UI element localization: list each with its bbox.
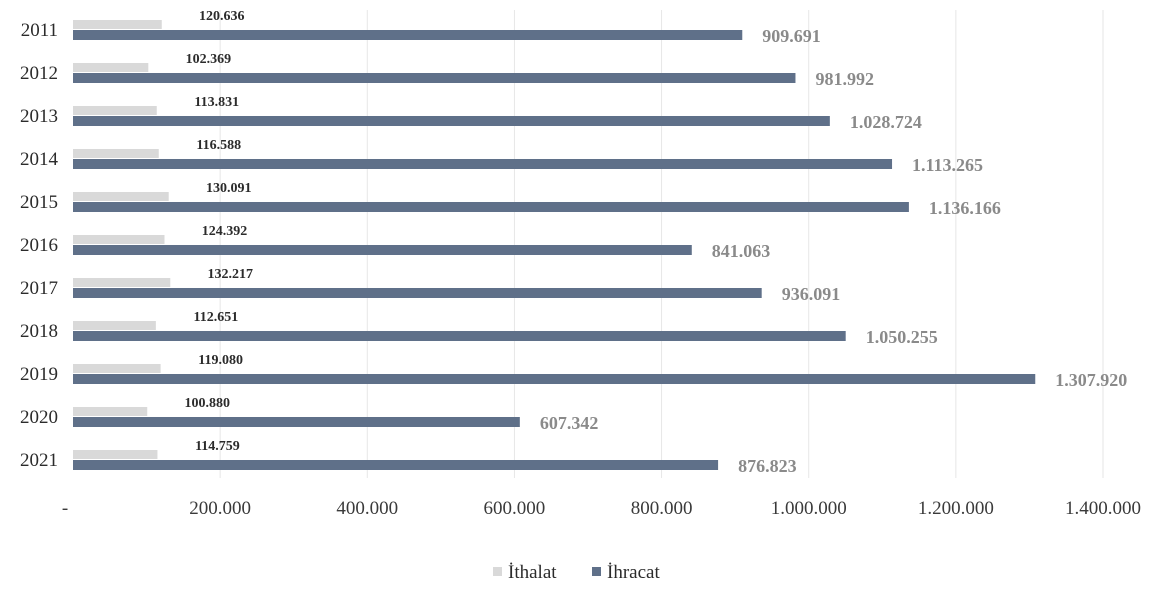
category-labels: 2011 2012 2013 2014 2015 2016 2017 2018 2019 2020… <box>20 20 59 471</box>
x-tick-label: 600.000 <box>484 498 546 519</box>
bar-ihracat <box>73 245 692 255</box>
x-tick-label: 1.400.000 <box>1065 498 1141 519</box>
bar-ihracat <box>73 374 1036 384</box>
category-label: 2021 <box>20 450 58 471</box>
data-label-ihracat: 981.992 <box>815 69 874 89</box>
category-label: 2013 <box>20 106 58 127</box>
x-tick-label: 400.000 <box>336 498 398 519</box>
legend-label-ithalat: İthalat <box>508 562 557 583</box>
gridlines <box>219 10 1104 478</box>
data-label-ihracat: 1.028.724 <box>850 112 922 132</box>
bar-ihracat <box>73 73 796 83</box>
bar-ithalat <box>73 63 149 72</box>
data-label-ihracat: 1.113.265 <box>912 155 983 175</box>
bar-ithalat <box>73 192 169 201</box>
bar-ithalat <box>73 450 158 459</box>
data-label-ithalat: 113.831 <box>194 95 239 110</box>
legend-swatch-ihracat <box>592 567 601 576</box>
category-label: 2019 <box>20 364 58 385</box>
bar-ihracat <box>73 288 762 298</box>
bars <box>73 20 1036 470</box>
x-tick-label: - <box>62 498 68 519</box>
legend-swatch-ithalat <box>493 567 502 576</box>
x-tick-label: 200.000 <box>189 498 251 519</box>
data-label-ithalat: 112.651 <box>194 310 239 325</box>
bar-ithalat <box>73 20 162 29</box>
data-label-ithalat: 124.392 <box>202 224 248 239</box>
data-label-ithalat: 100.880 <box>184 396 230 411</box>
category-label: 2015 <box>20 192 58 213</box>
data-label-ithalat: 130.091 <box>206 181 252 196</box>
bar-ithalat <box>73 278 171 287</box>
bar-ihracat <box>73 202 909 212</box>
category-label: 2011 <box>21 20 58 41</box>
bar-ihracat <box>73 30 743 40</box>
bar-ithalat <box>73 106 157 115</box>
legend: İthalat İhracat <box>493 562 660 583</box>
data-label-ihracat: 909.691 <box>762 26 821 46</box>
data-label-ithalat: 102.369 <box>186 52 232 67</box>
bar-ihracat <box>73 116 830 126</box>
x-axis-ticks: - 200.000 400.000 600.000 800.000 1.000.000 1.… <box>62 498 1141 519</box>
bar-ithalat <box>73 364 161 373</box>
bar-ithalat <box>73 407 148 416</box>
x-tick-label: 800.000 <box>631 498 693 519</box>
bar-ihracat <box>73 417 520 427</box>
category-label: 2018 <box>20 321 58 342</box>
data-label-ihracat: 841.063 <box>712 241 771 261</box>
data-label-ihracat: 1.136.166 <box>929 198 1001 218</box>
data-label-ihracat: 607.342 <box>540 413 599 433</box>
bar-ihracat <box>73 460 719 470</box>
bar-ihracat <box>73 331 846 341</box>
legend-label-ihracat: İhracat <box>607 562 660 583</box>
data-label-ithalat: 119.080 <box>198 353 243 368</box>
data-label-ihracat: 1.307.920 <box>1055 370 1127 390</box>
category-label: 2012 <box>20 63 58 84</box>
data-label-ithalat: 114.759 <box>195 439 240 454</box>
data-label-ithalat: 132.217 <box>208 267 254 282</box>
category-label: 2016 <box>20 235 58 256</box>
bar-ihracat <box>73 159 893 169</box>
bar-ithalat <box>73 321 156 330</box>
data-labels: 120.636 909.691 102.369 981.992 113.831 1.028… <box>184 9 1127 476</box>
category-label: 2020 <box>20 407 58 428</box>
category-label: 2014 <box>20 149 59 170</box>
category-label: 2017 <box>20 278 58 299</box>
data-label-ithalat: 116.588 <box>196 138 241 153</box>
data-label-ihracat: 1.050.255 <box>866 327 938 347</box>
x-tick-label: 1.200.000 <box>918 498 994 519</box>
x-tick-label: 1.000.000 <box>771 498 847 519</box>
bar-ithalat <box>73 235 165 244</box>
data-label-ihracat: 936.091 <box>782 284 841 304</box>
data-label-ithalat: 120.636 <box>199 9 245 24</box>
bar-ithalat <box>73 149 159 158</box>
data-label-ihracat: 876.823 <box>738 456 797 476</box>
